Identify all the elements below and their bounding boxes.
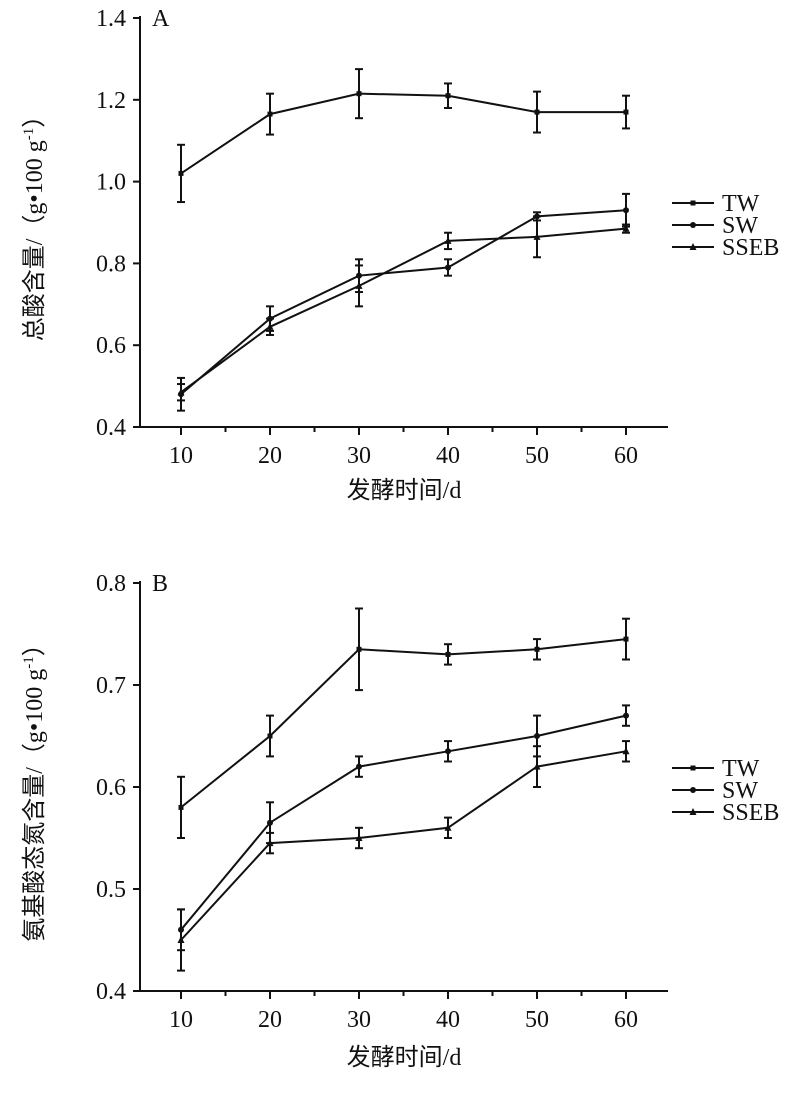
marker-square: [623, 109, 629, 115]
y-tick-label: 0.6: [96, 333, 126, 359]
x-tick-label: 20: [258, 1007, 282, 1033]
series-sw: [177, 704, 630, 952]
marker-square: [267, 111, 273, 117]
marker-circle: [534, 733, 540, 739]
legend-label: TW: [722, 191, 760, 217]
x-tick-label: 40: [436, 443, 460, 469]
marker-circle: [267, 819, 273, 826]
series-line: [180, 92, 626, 175]
chart-a: 0.4 0.6 0.8 1.0 1.2 1.4 10 20 30 40 50 60 发酵时间/d 总酸含量…: [21, 6, 779, 504]
y-tick-label: 1.4: [96, 6, 126, 32]
chart-b: 0.4 0.5 0.6 0.7 0.8 10 20 30 40 50 60 发酵时间/d 氨基酸态氮含量…: [21, 571, 779, 1071]
marker-triangle: [266, 839, 274, 847]
legend-label: SW: [722, 213, 758, 239]
marker-circle: [445, 748, 451, 755]
x-tick-label: 50: [525, 1007, 549, 1033]
series-sseb: [177, 215, 630, 402]
y-axis-label: 总酸含量/（g•100 g-1）: [21, 104, 48, 342]
y-tick-label: 0.8: [96, 571, 126, 597]
panel-label: B: [152, 571, 168, 597]
marker-triangle: [533, 232, 541, 240]
series-line: [180, 750, 627, 941]
marker-triangle: [533, 762, 541, 770]
marker-triangle: [444, 823, 452, 831]
marker-triangle: [266, 322, 274, 330]
marker-triangle: [177, 388, 185, 396]
x-tick-label: 40: [436, 1007, 460, 1033]
y-tick-label: 0.5: [96, 877, 126, 903]
marker-square: [623, 636, 629, 642]
y-tick-label: 1.2: [96, 88, 126, 114]
marker-triangle: [689, 243, 697, 250]
y-tick-label: 0.4: [96, 979, 126, 1005]
series-line: [180, 209, 627, 396]
legend-label: SSEB: [722, 235, 779, 261]
marker-square: [356, 646, 362, 652]
marker-triangle: [355, 834, 363, 841]
series-line: [180, 227, 627, 394]
y-axis-label-sup: -1: [21, 656, 37, 669]
marker-triangle: [355, 281, 363, 289]
series-sw: [177, 192, 630, 412]
marker-square: [690, 765, 696, 771]
y-tick-label: 0.7: [96, 673, 126, 699]
y-axis-label-main: 氨基酸态氮含量/（g•100 g: [21, 669, 48, 942]
marker-square: [267, 733, 273, 739]
marker-circle: [356, 763, 362, 770]
legend-label: SW: [722, 778, 758, 804]
marker-circle: [623, 207, 629, 214]
y-axis-label-end: ）: [22, 104, 48, 128]
x-tick-label: 60: [614, 443, 638, 469]
y-tick-label: 0.8: [96, 251, 126, 277]
x-tick-label: 30: [347, 443, 371, 469]
series-sseb: [177, 740, 630, 972]
marker-square: [534, 646, 540, 652]
x-tick-label: 60: [614, 1007, 638, 1033]
marker-triangle: [689, 808, 697, 815]
marker-square: [445, 93, 451, 99]
marker-square: [178, 804, 184, 810]
legend-label: SSEB: [722, 800, 779, 826]
y-axis-label-main: 总酸含量/（g•100 g: [21, 140, 48, 341]
marker-square: [534, 109, 540, 115]
y-axis-label-sup: -1: [21, 128, 37, 141]
series-tw: [177, 68, 630, 204]
y-axis-label: 氨基酸态氮含量/（g•100 g-1）: [21, 632, 48, 942]
legend-label: TW: [722, 756, 760, 782]
marker-circle: [623, 712, 629, 719]
series-tw: [177, 607, 630, 839]
x-tick-label: 10: [169, 443, 193, 469]
y-tick-label: 1.0: [96, 170, 126, 196]
marker-square: [178, 170, 184, 176]
marker-triangle: [444, 236, 452, 244]
x-tick-label: 50: [525, 443, 549, 469]
y-axis-label-end: ）: [22, 632, 48, 656]
marker-circle: [690, 222, 696, 228]
x-tick-label: 20: [258, 443, 282, 469]
marker-triangle: [622, 224, 630, 232]
x-axis-label: 发酵时间/d: [347, 477, 462, 504]
y-tick-label: 0.6: [96, 775, 126, 801]
y-tick-label: 0.4: [96, 415, 126, 441]
marker-triangle: [622, 747, 630, 755]
panel-label: A: [152, 6, 170, 32]
series-line: [180, 638, 627, 809]
marker-triangle: [177, 936, 185, 943]
x-tick-label: 30: [347, 1007, 371, 1033]
marker-square: [445, 651, 451, 657]
marker-square: [356, 91, 362, 97]
marker-circle: [445, 264, 451, 271]
x-tick-label: 10: [169, 1007, 193, 1033]
marker-square: [690, 200, 696, 206]
series-line: [180, 714, 627, 931]
x-axis-label: 发酵时间/d: [347, 1044, 462, 1071]
marker-circle: [690, 787, 696, 793]
